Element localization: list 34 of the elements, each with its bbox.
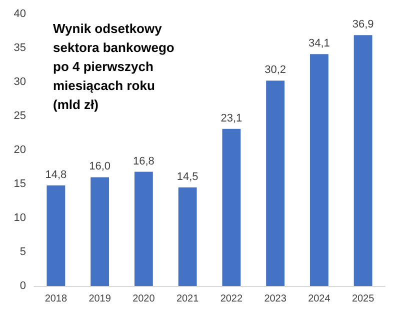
bar bbox=[178, 187, 197, 286]
data-label: 23,1 bbox=[220, 112, 242, 124]
y-tick-label: 25 bbox=[14, 110, 26, 122]
data-label: 30,2 bbox=[264, 64, 286, 76]
y-tick-label: 15 bbox=[14, 178, 26, 190]
y-tick-label: 30 bbox=[14, 76, 26, 88]
data-label: 36,9 bbox=[352, 18, 374, 31]
bar bbox=[90, 177, 110, 286]
data-label: 34,1 bbox=[308, 38, 330, 50]
bar bbox=[46, 185, 66, 286]
data-label: 14,8 bbox=[45, 168, 67, 181]
y-tick-label: 35 bbox=[14, 42, 26, 54]
x-tick-label: 2024 bbox=[308, 294, 331, 304]
x-tick-label: 2023 bbox=[264, 294, 287, 304]
bar bbox=[134, 172, 153, 286]
y-tick-label: 10 bbox=[14, 212, 26, 224]
y-tick-label: 20 bbox=[14, 144, 26, 156]
x-tick-label: 2020 bbox=[132, 294, 156, 304]
x-tick-label: 2025 bbox=[352, 294, 375, 304]
x-tick-label: 2018 bbox=[44, 294, 68, 304]
y-tick-label: 0 bbox=[20, 280, 26, 292]
bar bbox=[266, 80, 285, 286]
x-tick-label: 2022 bbox=[220, 294, 243, 304]
bar bbox=[310, 54, 328, 286]
data-label: 16,8 bbox=[132, 155, 154, 168]
data-label: 16,0 bbox=[89, 160, 111, 173]
data-label: 14,5 bbox=[176, 170, 198, 183]
x-tick-label: 2021 bbox=[176, 294, 200, 304]
x-tick-label: 2019 bbox=[88, 294, 112, 304]
y-tick-label: 5 bbox=[20, 246, 26, 258]
bar bbox=[354, 35, 372, 286]
text: Wynik odsetkowy sektora bankowego po 4 pierwszych miesiącach roku (mld zł) bbox=[53, 21, 174, 112]
bar bbox=[222, 128, 241, 286]
y-tick-label: 40 bbox=[14, 8, 26, 20]
